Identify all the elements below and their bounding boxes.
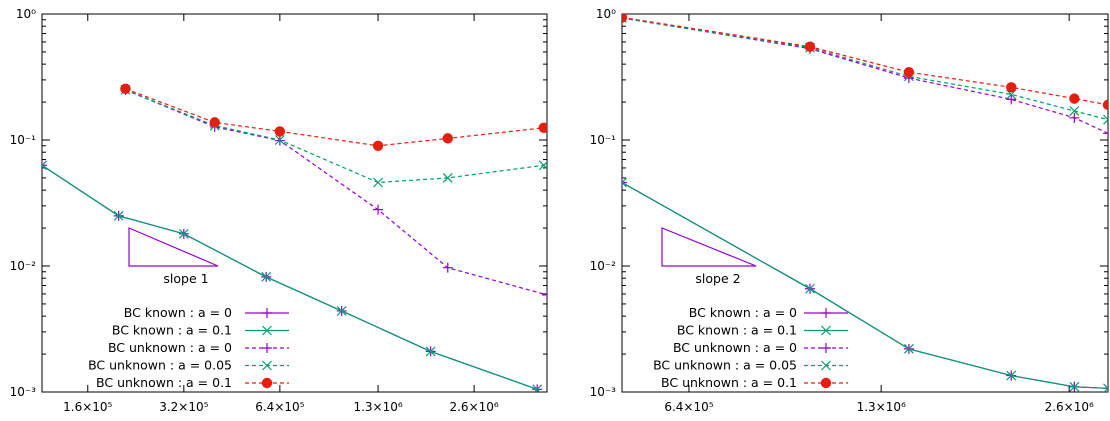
series-line xyxy=(125,89,544,184)
series-line xyxy=(42,164,538,390)
data-point xyxy=(903,343,914,354)
data-point xyxy=(442,173,453,183)
legend-label: BC unknown : a = 0 xyxy=(673,340,797,355)
data-point xyxy=(1103,128,1108,139)
y-tick-label: 10⁻² xyxy=(590,259,617,273)
data-point xyxy=(1006,82,1017,93)
slope-triangle xyxy=(661,227,757,267)
y-tick-label: 10⁻³ xyxy=(590,385,617,399)
data-point xyxy=(113,210,124,221)
series-line xyxy=(622,17,1108,134)
data-point xyxy=(538,160,547,171)
y-tick-label: 10⁰ xyxy=(16,7,36,21)
legend-label: BC known : a = 0.1 xyxy=(112,323,232,338)
data-point xyxy=(372,140,384,151)
x-tick-label: 2.6×10⁶ xyxy=(1045,400,1094,414)
plot-frame xyxy=(41,13,548,393)
data-point xyxy=(120,83,131,94)
data-point xyxy=(903,67,915,78)
legend-marker xyxy=(262,325,272,336)
data-point xyxy=(1006,94,1017,105)
data-point xyxy=(209,117,220,128)
data-point xyxy=(425,346,436,357)
series-line xyxy=(125,89,547,296)
series-line xyxy=(42,164,538,390)
x-tick-label: 6.4×10⁵ xyxy=(664,400,713,414)
y-tick-label: 10⁻¹ xyxy=(10,133,37,147)
data-point xyxy=(1069,106,1080,116)
data-point xyxy=(442,262,453,273)
data-point xyxy=(1069,381,1080,392)
x-tick-label: 2.6×10⁶ xyxy=(449,400,498,414)
data-point xyxy=(622,177,627,188)
data-point xyxy=(1103,383,1108,392)
data-point xyxy=(1069,93,1080,104)
legend-label: BC known : a = 0 xyxy=(689,305,797,320)
data-point xyxy=(804,41,816,52)
data-point xyxy=(336,306,347,316)
legend-label: BC unknown : a = 0.05 xyxy=(88,358,232,373)
series-line xyxy=(125,88,544,147)
chart-panel-2: 10⁻³ 10⁻² 10⁻¹ 10⁰ 6.4×10⁵ 1.3×10⁶ 2.6×10⁶ slop… xyxy=(590,7,1109,414)
data-point xyxy=(532,384,543,392)
slope-label: slope 1 xyxy=(163,271,208,286)
data-point xyxy=(261,271,272,282)
data-point xyxy=(373,177,383,188)
legend-label: BC unknown : a = 0 xyxy=(108,340,232,355)
data-point xyxy=(538,122,547,133)
series-group xyxy=(42,83,547,392)
series-line xyxy=(622,181,1108,389)
data-point xyxy=(622,14,628,23)
chart-panel-1: 10⁻³ 10⁻² 10⁻¹ 10⁰ 1.6×10⁵ 3.2×10⁵ 6.4×10⁵ 1.3×… xyxy=(10,7,548,414)
legend-marker xyxy=(821,360,831,371)
legend-marker xyxy=(821,308,831,318)
x-tick-label: 3.2×10⁵ xyxy=(159,400,208,414)
legend-marker xyxy=(820,377,832,389)
x-tick-label: 1.3×10⁶ xyxy=(353,400,402,414)
x-tick-label: 1.3×10⁶ xyxy=(857,400,906,414)
data-point xyxy=(178,228,189,239)
data-point xyxy=(1102,99,1108,111)
y-tick-label: 10⁻³ xyxy=(10,385,37,399)
legend-marker xyxy=(261,377,273,389)
series-line xyxy=(622,17,1108,121)
legend-label: BC unknown : a = 0.1 xyxy=(96,375,232,390)
legend-label: BC known : a = 0.1 xyxy=(677,323,797,338)
legend-label: BC unknown : a = 0.1 xyxy=(661,375,797,390)
data-point xyxy=(373,204,384,215)
legend-label: BC unknown : a = 0.05 xyxy=(653,358,797,373)
data-point xyxy=(1006,370,1017,381)
legend-marker xyxy=(821,325,831,336)
series-line xyxy=(622,16,1108,106)
y-tick-label: 10⁻² xyxy=(10,259,37,273)
legend-marker xyxy=(262,360,272,371)
data-point xyxy=(42,160,47,171)
legend-marker xyxy=(821,343,831,353)
y-tick-label: 10⁻¹ xyxy=(590,133,617,147)
data-point xyxy=(442,133,453,144)
data-point xyxy=(1069,112,1080,123)
plot-frame xyxy=(621,13,1109,393)
slope-triangle xyxy=(128,227,219,267)
legend-marker xyxy=(262,343,272,353)
slope-label: slope 2 xyxy=(695,271,740,286)
legend-label: BC known : a = 0 xyxy=(124,305,232,320)
data-point xyxy=(622,177,627,188)
data-point xyxy=(805,283,815,294)
data-point xyxy=(42,160,47,171)
legend-marker xyxy=(262,308,272,318)
data-point xyxy=(274,135,285,145)
x-tick-label: 1.6×10⁵ xyxy=(63,400,112,414)
x-tick-label: 6.4×10⁵ xyxy=(255,400,304,414)
y-tick-label: 10⁰ xyxy=(596,7,616,21)
data-point xyxy=(542,289,547,300)
data-point xyxy=(1103,114,1108,125)
series-group xyxy=(622,14,1108,392)
data-point xyxy=(274,126,286,137)
